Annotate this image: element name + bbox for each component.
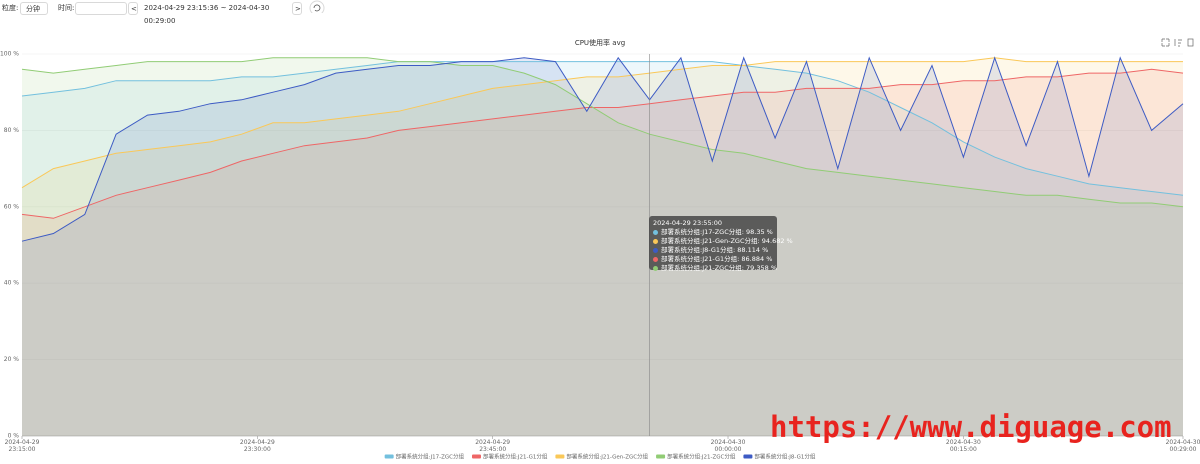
chart-title: CPU使用率 avg bbox=[575, 38, 625, 47]
time-select[interactable] bbox=[75, 2, 127, 15]
tooltip-item: 部署系统分组:J21-ZGC分组: 79.358 % bbox=[653, 264, 777, 273]
legend-label: 部署系统分组:J21-Gen-ZGC分组 bbox=[566, 453, 648, 461]
tooltip-dot bbox=[653, 229, 658, 235]
tooltip-item: 部署系统分组:J21-Gen-ZGC分组: 94.682 % bbox=[653, 237, 793, 246]
tooltip-text: 部署系统分组:J8-G1分组: 88.114 % bbox=[661, 246, 769, 254]
next-button[interactable]: > bbox=[292, 2, 302, 15]
range-text[interactable]: 2024-04-29 23:15:36 ~ 2024-04-30 00:29:0… bbox=[139, 2, 292, 25]
x-tick-label: 2024-04-29 23:15:00 bbox=[5, 439, 40, 453]
tooltip-item: 部署系统分组:J17-ZGC分组: 98.35 % bbox=[653, 228, 773, 237]
y-tick-label: 80 % bbox=[4, 127, 20, 134]
series-area bbox=[22, 69, 1183, 437]
legend-item: 部署系统分组:J8-G1分组 bbox=[743, 453, 816, 461]
series-line bbox=[21, 57, 1183, 189]
tooltip-text: 部署系统分组:J17-ZGC分组: 98.35 % bbox=[661, 228, 773, 236]
y-tick-label: 0 % bbox=[8, 433, 20, 440]
x-tick-label: 2024-04-29 23:30:00 bbox=[240, 439, 275, 453]
watermark: https://www.diguage.com bbox=[770, 410, 1172, 444]
tooltip-text: 部署系统分组:J21-G1分组: 86.884 % bbox=[661, 255, 773, 263]
toolbar: 粒度: 分钟 时间: < 2024-04-29 23:15:36 ~ 2024-… bbox=[0, 0, 1200, 25]
toolbox[interactable] bbox=[1161, 38, 1194, 47]
legend-swatch bbox=[384, 454, 394, 459]
legend-swatch bbox=[743, 454, 753, 459]
series-area bbox=[22, 57, 1183, 437]
series-line bbox=[21, 57, 1184, 208]
tooltip-text: 部署系统分组:J21-Gen-ZGC分组: 94.682 % bbox=[661, 237, 793, 245]
tooltip: 2024-04-29 23:55:00 部署系统分组:J17-ZGC分组: 98… bbox=[649, 216, 793, 273]
refresh-button[interactable] bbox=[309, 0, 325, 13]
prev-button[interactable]: < bbox=[128, 2, 138, 15]
legend: 部署系统分组:J17-ZGC分组 部署系统分组:J21-G1分组 部署系统分组:J2… bbox=[384, 453, 816, 461]
tooltip-dot bbox=[653, 265, 658, 271]
y-tick-label: 40 % bbox=[4, 280, 20, 287]
tooltip-item: 部署系统分组:J8-G1分组: 88.114 % bbox=[653, 246, 773, 255]
legend-label: 部署系统分组:J21-ZGC分组 bbox=[667, 453, 736, 461]
legend-item: 部署系统分组:J21-Gen-ZGC分组 bbox=[555, 453, 649, 461]
tooltip-time: 2024-04-29 23:55:00 bbox=[653, 219, 723, 227]
x-tick-label: 2024-04-29 23:45:00 bbox=[475, 439, 510, 453]
legend-label: 部署系统分组:J17-ZGC分组 bbox=[396, 453, 465, 461]
series-area bbox=[22, 61, 1183, 436]
granularity-select[interactable]: 分钟 bbox=[20, 2, 48, 15]
legend-item: 部署系统分组:J17-ZGC分组 bbox=[384, 453, 465, 461]
y-tick-label: 100 % bbox=[0, 51, 19, 58]
series-line bbox=[21, 61, 1184, 196]
legend-item: 部署系统分组:J21-ZGC分组 bbox=[656, 453, 736, 461]
legend-swatch bbox=[656, 454, 666, 459]
legend-swatch bbox=[471, 454, 481, 459]
series-area bbox=[22, 57, 1183, 437]
series-area bbox=[22, 57, 1183, 437]
tooltip-dot bbox=[653, 256, 658, 262]
time-label: 时间: bbox=[58, 4, 75, 12]
tooltip-text: 部署系统分组:J21-ZGC分组: 79.358 % bbox=[661, 264, 777, 272]
legend-item: 部署系统分组:J21-G1分组 bbox=[471, 453, 548, 461]
legend-label: 部署系统分组:J21-G1分组 bbox=[483, 453, 548, 461]
tooltip-dot bbox=[653, 247, 658, 253]
legend-swatch bbox=[555, 454, 565, 459]
y-tick-label: 20 % bbox=[4, 356, 20, 363]
tooltip-dot bbox=[653, 238, 658, 244]
tooltip-item: 部署系统分组:J21-G1分组: 86.884 % bbox=[653, 255, 773, 264]
areas bbox=[22, 57, 1183, 437]
x-tick-label: 2024-04-30 00:00:00 bbox=[711, 439, 746, 453]
lines bbox=[21, 56, 1184, 242]
legend-label: 部署系统分组:J8-G1分组 bbox=[754, 453, 815, 461]
series-line bbox=[21, 56, 1184, 242]
y-tick-label: 60 % bbox=[4, 203, 20, 210]
granularity-label: 粒度: bbox=[2, 4, 19, 12]
series-line bbox=[21, 68, 1184, 219]
